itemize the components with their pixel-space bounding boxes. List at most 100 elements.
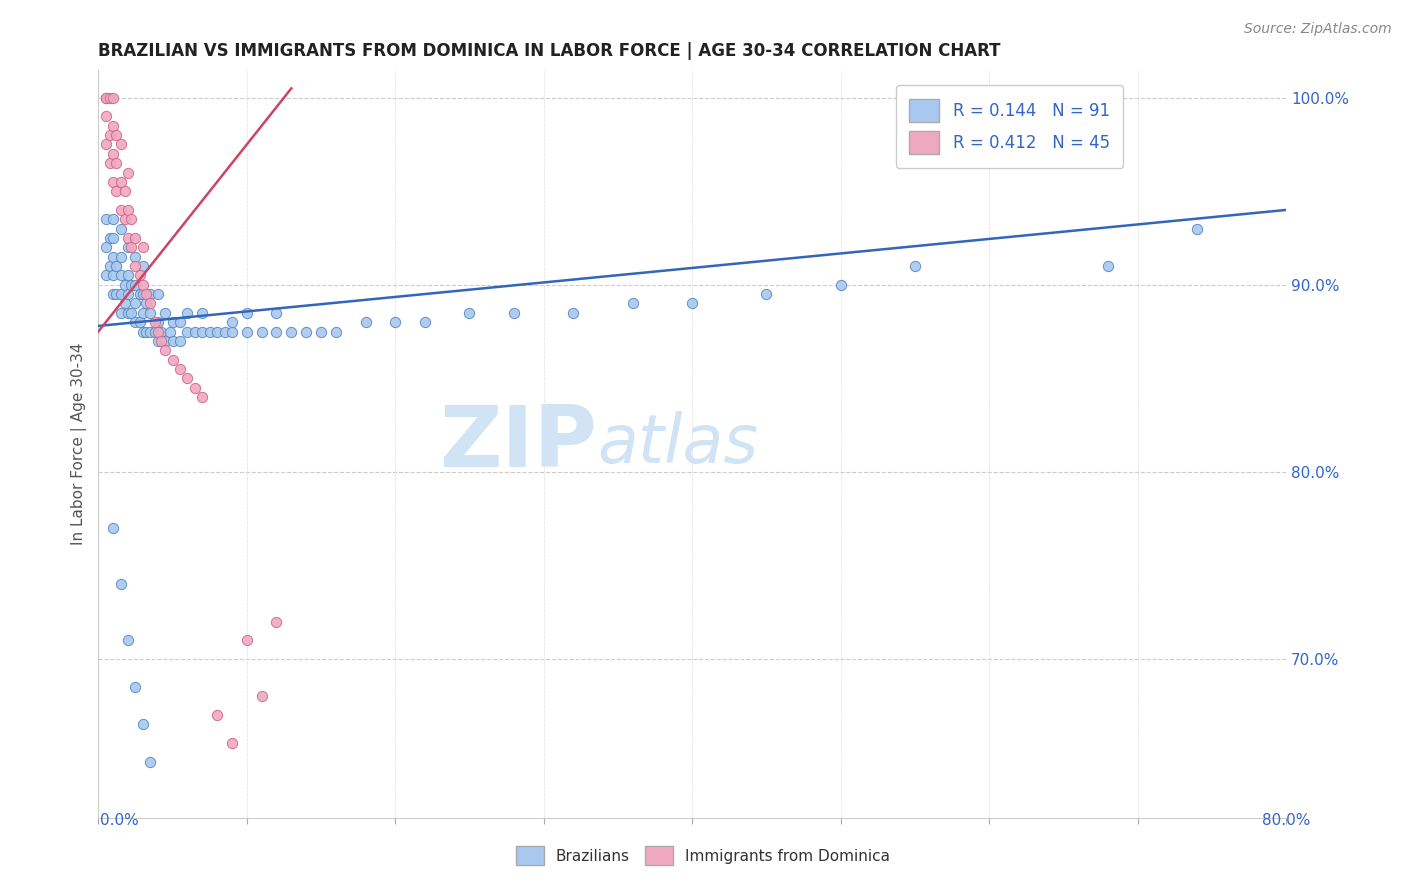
Point <box>94 137 117 152</box>
Point <box>103 91 125 105</box>
Point <box>124 680 146 694</box>
Point <box>153 306 176 320</box>
Point <box>139 755 162 769</box>
Point <box>191 306 214 320</box>
Point <box>205 708 228 723</box>
Point <box>266 615 288 629</box>
Point <box>280 325 302 339</box>
Point <box>117 231 139 245</box>
Point <box>117 306 139 320</box>
Point <box>110 221 132 235</box>
Point <box>103 521 125 535</box>
Point <box>120 277 142 292</box>
Point <box>413 315 436 329</box>
Point <box>117 202 139 217</box>
Text: 80.0%: 80.0% <box>1263 814 1310 828</box>
Point <box>94 212 117 227</box>
Point <box>184 325 207 339</box>
Point <box>94 91 117 105</box>
Point <box>176 371 198 385</box>
Point <box>198 325 221 339</box>
Point <box>98 91 121 105</box>
Point <box>309 325 332 339</box>
Point <box>139 296 162 310</box>
Point <box>503 306 526 320</box>
Point <box>117 165 139 179</box>
Point <box>114 277 136 292</box>
Text: ZIP: ZIP <box>440 402 598 485</box>
Point <box>132 259 155 273</box>
Point <box>110 202 132 217</box>
Point <box>110 577 132 591</box>
Point <box>562 306 585 320</box>
Point <box>143 315 166 329</box>
Point <box>139 306 162 320</box>
Point <box>221 325 243 339</box>
Point <box>103 250 125 264</box>
Point <box>98 128 121 142</box>
Point <box>117 633 139 648</box>
Point <box>146 325 169 339</box>
Point <box>120 306 142 320</box>
Point <box>117 268 139 283</box>
Point <box>132 717 155 731</box>
Point <box>103 287 125 301</box>
Point <box>94 240 117 254</box>
Point <box>129 315 152 329</box>
Point <box>129 287 152 301</box>
Text: Source: ZipAtlas.com: Source: ZipAtlas.com <box>1244 22 1392 37</box>
Text: BRAZILIAN VS IMMIGRANTS FROM DOMINICA IN LABOR FORCE | AGE 30-34 CORRELATION CHA: BRAZILIAN VS IMMIGRANTS FROM DOMINICA IN… <box>98 42 1001 60</box>
Point <box>103 146 125 161</box>
Point <box>146 287 169 301</box>
Point <box>162 334 184 348</box>
Point <box>384 315 406 329</box>
Point <box>266 325 288 339</box>
Point <box>110 137 132 152</box>
Point <box>129 268 152 283</box>
Point <box>162 352 184 367</box>
Point <box>169 315 191 329</box>
Point <box>103 212 125 227</box>
Point <box>103 268 125 283</box>
Point <box>124 259 146 273</box>
Point <box>98 156 121 170</box>
Point <box>221 736 243 750</box>
Point <box>1185 221 1208 235</box>
Point <box>103 231 125 245</box>
Point <box>149 325 172 339</box>
Point <box>135 325 157 339</box>
Point <box>132 306 155 320</box>
Point <box>132 287 155 301</box>
Point <box>266 306 288 320</box>
Point <box>103 119 125 133</box>
Point <box>124 231 146 245</box>
Point <box>162 315 184 329</box>
Point <box>214 325 236 339</box>
Point <box>98 231 121 245</box>
Point <box>159 325 181 339</box>
Point <box>153 334 176 348</box>
Point <box>132 277 155 292</box>
Point <box>110 287 132 301</box>
Point <box>236 325 259 339</box>
Point <box>117 287 139 301</box>
Point <box>1008 91 1031 105</box>
Point <box>1097 259 1119 273</box>
Point <box>103 175 125 189</box>
Point <box>755 287 778 301</box>
Point <box>149 334 172 348</box>
Point <box>94 110 117 124</box>
Point <box>904 259 927 273</box>
Point <box>176 325 198 339</box>
Point <box>135 287 157 301</box>
Point <box>191 390 214 404</box>
Point <box>139 287 162 301</box>
Point <box>458 306 481 320</box>
Point <box>146 334 169 348</box>
Legend: R = 0.144   N = 91, R = 0.412   N = 45: R = 0.144 N = 91, R = 0.412 N = 45 <box>896 86 1123 168</box>
Point <box>191 325 214 339</box>
Point <box>153 343 176 358</box>
Point <box>124 296 146 310</box>
Point <box>124 315 146 329</box>
Point <box>132 240 155 254</box>
